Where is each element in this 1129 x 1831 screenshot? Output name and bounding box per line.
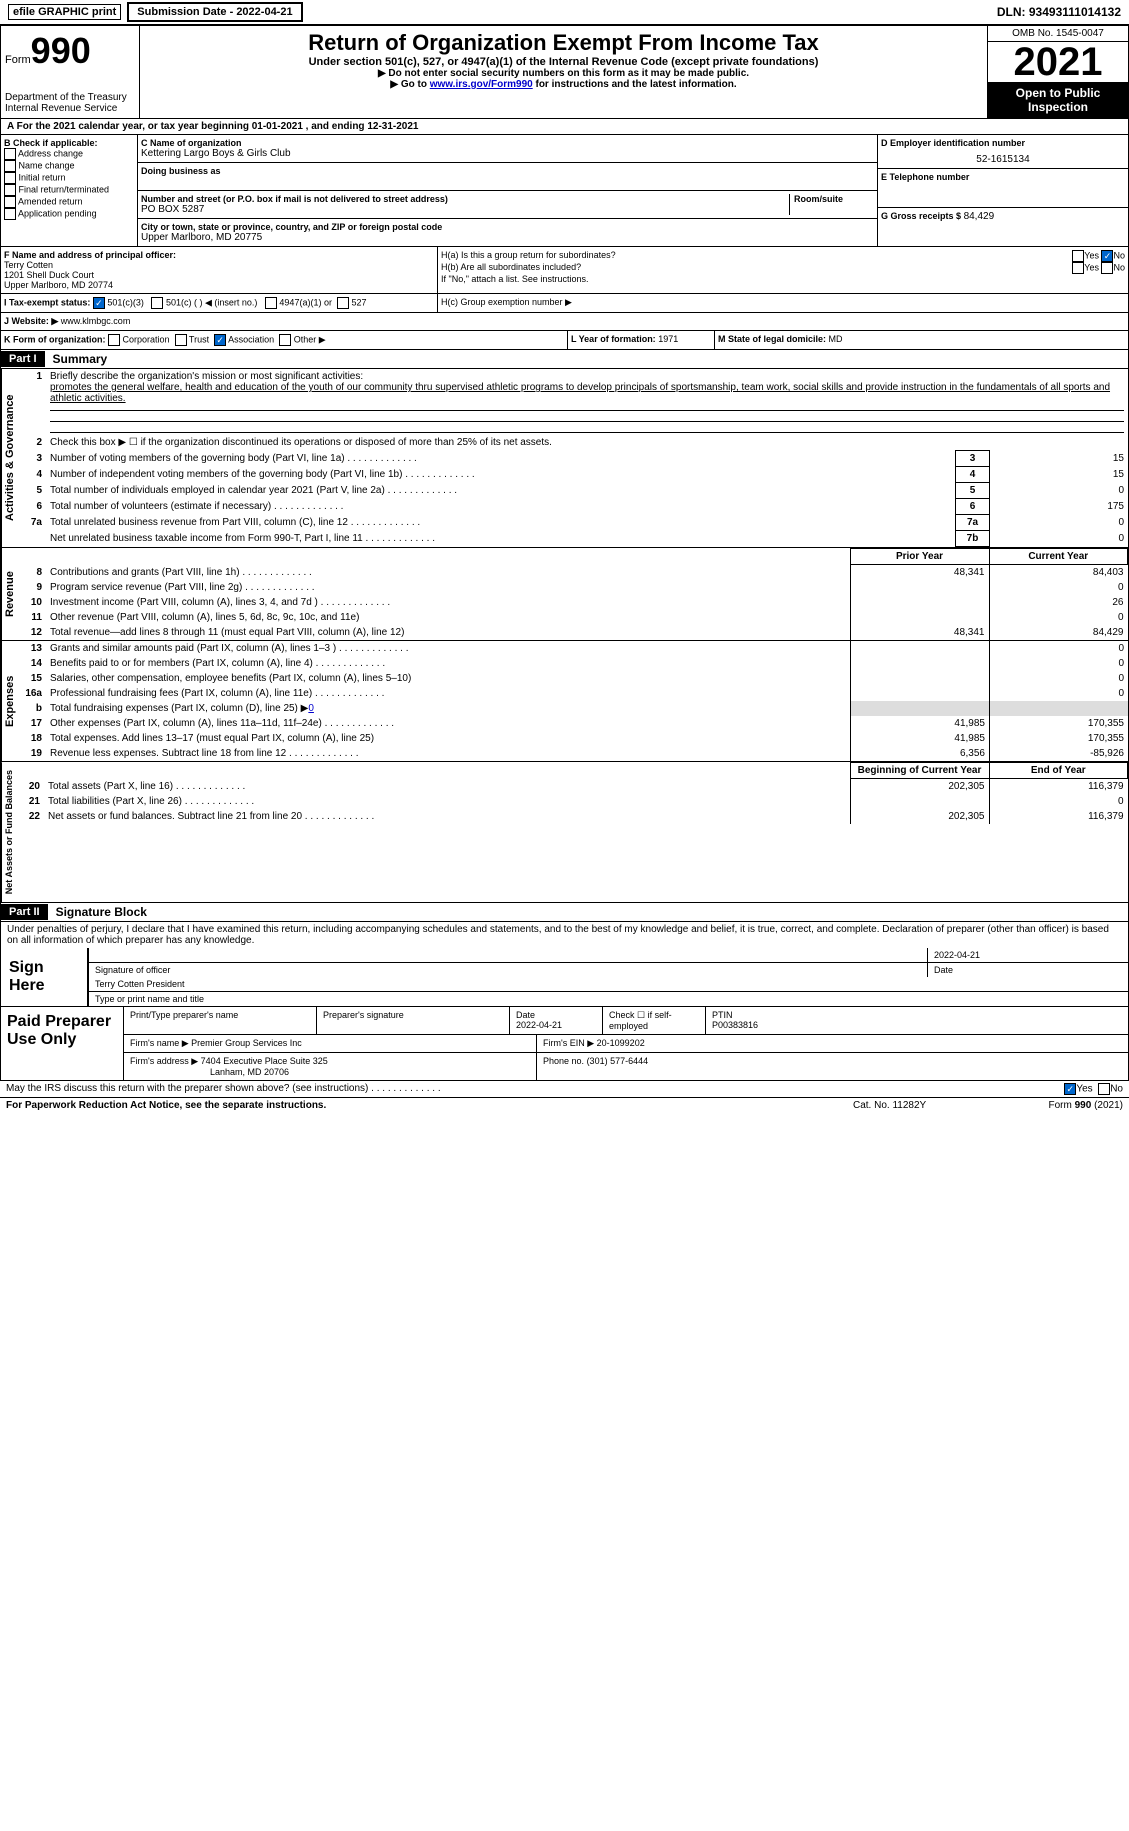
dept-treasury: Department of the Treasury bbox=[5, 92, 135, 103]
org-city: Upper Marlboro, MD 20775 bbox=[141, 232, 874, 243]
activities-governance: Activities & Governance 1Briefly describ… bbox=[0, 369, 1129, 548]
irs: Internal Revenue Service bbox=[5, 103, 135, 114]
tab-revenue: Revenue bbox=[1, 548, 18, 640]
period-row: A For the 2021 calendar year, or tax yea… bbox=[0, 119, 1129, 135]
officer-signature-name: Terry Cotten President bbox=[89, 977, 1128, 992]
org-address: PO BOX 5287 bbox=[141, 204, 789, 215]
form-number: 990 bbox=[31, 30, 91, 71]
instr-1: ▶ Do not enter social security numbers o… bbox=[144, 68, 983, 79]
sign-here-block: Sign Here Signature of officer 2022-04-2… bbox=[0, 948, 1129, 1081]
part1-bar: Part I Summary bbox=[0, 350, 1129, 369]
mission: promotes the general welfare, health and… bbox=[50, 382, 1110, 404]
irs-link[interactable]: www.irs.gov/Form990 bbox=[430, 79, 533, 90]
gross-receipts: 84,429 bbox=[964, 211, 995, 222]
firm-address: 7404 Executive Place Suite 325 bbox=[201, 1056, 328, 1066]
open-to-public: Open to Public Inspection bbox=[988, 82, 1128, 118]
revenue-section: Revenue Prior YearCurrent Year 8Contribu… bbox=[0, 548, 1129, 641]
org-name: Kettering Largo Boys & Girls Club bbox=[141, 148, 874, 159]
main-info-grid: B Check if applicable: Address change Na… bbox=[0, 135, 1129, 247]
header-bar: efile GRAPHIC print Submission Date - 20… bbox=[0, 0, 1129, 25]
website: www.klmbgc.com bbox=[61, 316, 131, 326]
penalties-text: Under penalties of perjury, I declare th… bbox=[0, 922, 1129, 948]
form-header: Form990 Department of the Treasury Inter… bbox=[0, 25, 1129, 119]
part2-bar: Part II Signature Block bbox=[0, 903, 1129, 922]
ein: 52-1615134 bbox=[881, 148, 1125, 165]
tab-activities: Activities & Governance bbox=[1, 369, 18, 547]
tab-expenses: Expenses bbox=[1, 641, 18, 761]
tab-net-assets: Net Assets or Fund Balances bbox=[1, 762, 16, 902]
box-d-e-g: D Employer identification number 52-1615… bbox=[877, 135, 1128, 246]
form-title: Return of Organization Exempt From Incom… bbox=[144, 30, 983, 56]
firm-name: Premier Group Services Inc bbox=[191, 1038, 302, 1048]
box-k-l-m: K Form of organization: Corporation Trus… bbox=[0, 331, 1129, 350]
ptin-value: P00383816 bbox=[712, 1020, 758, 1030]
officer-name: Terry Cotten bbox=[4, 260, 434, 270]
form-id: Form 990 (2021) bbox=[1003, 1100, 1123, 1111]
form-subtitle: Under section 501(c), 527, or 4947(a)(1)… bbox=[144, 56, 983, 68]
box-b: B Check if applicable: Address change Na… bbox=[1, 135, 138, 246]
paid-preparer-block: Paid Preparer Use Only Print/Type prepar… bbox=[1, 1007, 1128, 1080]
box-j: J Website: ▶ www.klmbgc.com bbox=[0, 313, 1129, 331]
expenses-section: Expenses 13Grants and similar amounts pa… bbox=[0, 641, 1129, 762]
net-assets-section: Net Assets or Fund Balances Beginning of… bbox=[0, 762, 1129, 903]
submission-date-button[interactable]: Submission Date - 2022-04-21 bbox=[127, 2, 302, 22]
instr-2: ▶ Go to www.irs.gov/Form990 for instruct… bbox=[144, 79, 983, 90]
box-c: C Name of organization Kettering Largo B… bbox=[138, 135, 877, 246]
tax-year: 2021 bbox=[988, 42, 1128, 82]
efile-button[interactable]: efile GRAPHIC print bbox=[8, 4, 121, 20]
dln: DLN: 93493111014132 bbox=[997, 5, 1121, 19]
footer-row: For Paperwork Reduction Act Notice, see … bbox=[0, 1098, 1129, 1113]
box-f-h: F Name and address of principal officer:… bbox=[0, 247, 1129, 294]
discuss-row: May the IRS discuss this return with the… bbox=[0, 1081, 1129, 1098]
box-i: I Tax-exempt status: ✓ 501(c)(3) 501(c) … bbox=[0, 294, 1129, 313]
form-word: Form bbox=[5, 54, 31, 66]
